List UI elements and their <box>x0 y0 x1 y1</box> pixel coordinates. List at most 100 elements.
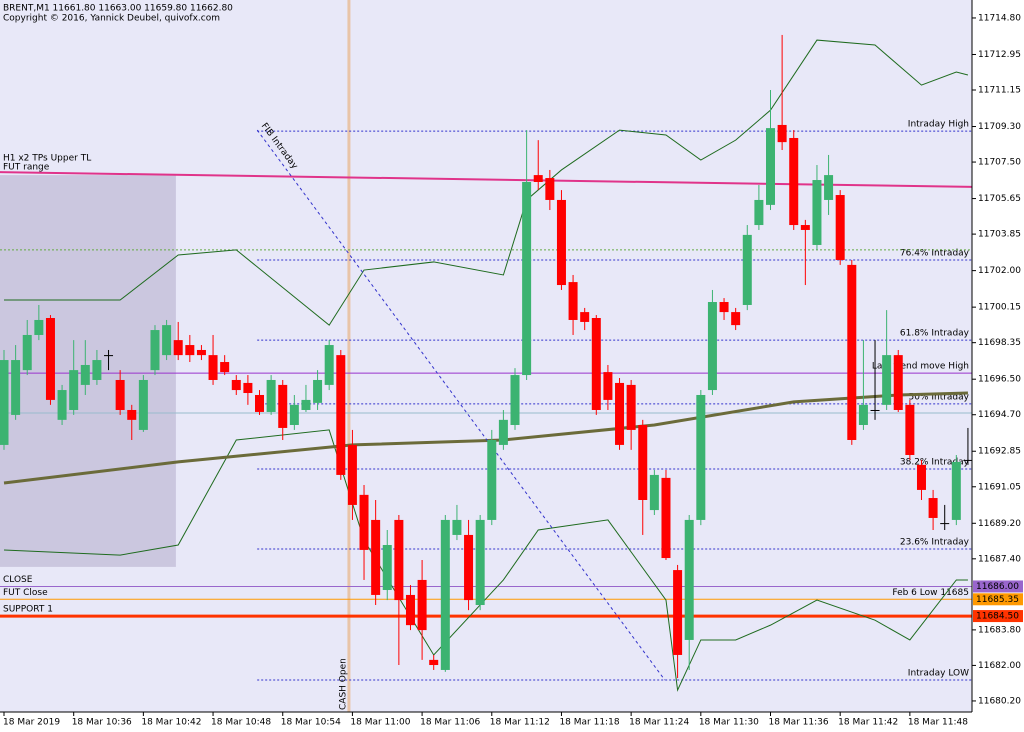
x-tick-label: 18 Mar 2019 <box>3 718 60 728</box>
y-tick-label: 11692.85 <box>978 447 1021 457</box>
y-tick-label: 11682.00 <box>978 661 1021 671</box>
candle-body <box>278 384 288 428</box>
candle-body <box>313 379 323 403</box>
candle-body <box>382 545 392 591</box>
price-box <box>973 593 1023 606</box>
x-tick-label: 18 Mar 11:06 <box>420 718 480 728</box>
level-label: Last trend move High <box>872 362 969 372</box>
x-tick-label: 18 Mar 10:36 <box>72 718 132 728</box>
candle-body <box>963 459 973 461</box>
candle-body <box>185 345 195 356</box>
candle-body <box>266 379 276 412</box>
candle-body <box>591 318 601 410</box>
indicator-line <box>4 39 969 326</box>
indicator-line <box>3 429 968 692</box>
level-label: 61.8% Intraday <box>900 329 970 339</box>
price-box <box>973 610 1023 623</box>
candle-body <box>405 594 415 626</box>
plot-layer: FUT range CASH Open Intraday High 76.4% Int… <box>0 0 973 712</box>
candle-body <box>440 519 450 670</box>
candle-body <box>940 523 950 525</box>
indicator-line <box>3 391 968 485</box>
candle-body <box>858 404 868 425</box>
level-label: FUT Close <box>3 588 48 598</box>
candle-body <box>394 519 404 601</box>
candle-body <box>661 477 671 559</box>
y-tick-label: 11714.80 <box>978 13 1021 23</box>
y-tick-label: 11702.00 <box>978 266 1021 276</box>
level-label: 76.4% Intraday <box>900 248 970 258</box>
candle-body <box>417 579 427 631</box>
x-tick-label: 18 Mar 11:30 <box>699 718 759 728</box>
candle-body <box>80 364 90 385</box>
candle-body <box>603 372 613 400</box>
candle-body <box>196 349 206 356</box>
candle-body <box>92 360 102 380</box>
y-tick-label: 11687.40 <box>978 554 1021 564</box>
candle-body <box>893 355 903 410</box>
candle-body <box>545 178 555 200</box>
candle-body <box>34 319 44 335</box>
candle-body <box>173 340 183 356</box>
x-tick-label: 18 Mar 11:24 <box>629 718 689 728</box>
candle-body <box>289 404 299 425</box>
candle-body <box>138 379 148 430</box>
candle-body <box>57 390 67 420</box>
candle-body <box>22 334 32 371</box>
candle-body <box>104 355 114 357</box>
trendline-label: H1 x2 TPs Upper TL <box>3 154 91 164</box>
candle-body <box>835 195 845 260</box>
x-tick-label: 18 Mar 10:48 <box>211 718 271 728</box>
level-label: 38.2% Intraday <box>900 458 970 468</box>
candle-body <box>208 355 218 380</box>
candle-body <box>649 474 659 511</box>
candle-body <box>789 137 799 226</box>
y-tick-label: 11707.50 <box>978 158 1021 168</box>
y-tick-label: 11689.20 <box>978 519 1021 529</box>
x-tick-label: 18 Mar 10:42 <box>141 718 201 728</box>
zone-label: FUT range <box>3 163 50 173</box>
x-tick-label: 18 Mar 11:42 <box>838 718 898 728</box>
candle-body <box>626 384 636 430</box>
y-tick-label: 11691.05 <box>978 482 1021 492</box>
candle-body <box>464 534 474 601</box>
candle-body <box>824 175 834 200</box>
candle-body <box>731 312 741 326</box>
y-tick-label: 11700.15 <box>978 303 1021 313</box>
price-box-label: 11685.35 <box>976 595 1019 605</box>
x-tick-label: 18 Mar 11:48 <box>908 718 968 728</box>
y-tick-label: 11694.70 <box>978 410 1021 420</box>
candle-body <box>301 399 311 410</box>
candle-body <box>11 360 21 415</box>
price-box-label: 11684.50 <box>976 612 1019 622</box>
y-tick-label: 11709.30 <box>978 122 1021 132</box>
candle-body <box>150 330 160 371</box>
candle-body <box>510 375 520 425</box>
candle-body <box>69 370 79 410</box>
trendline <box>0 171 973 188</box>
candle-body <box>371 519 381 595</box>
y-tick-label: 11698.35 <box>978 338 1021 348</box>
candle-body <box>800 225 810 230</box>
candle-body <box>324 345 334 385</box>
candle-body <box>951 461 961 520</box>
x-tick-label: 18 Mar 11:00 <box>350 718 410 728</box>
candle-body <box>475 519 485 606</box>
candle-body <box>766 128 776 205</box>
candle-body <box>533 175 543 182</box>
y-tick-label: 11683.80 <box>978 625 1021 635</box>
x-tick-label: 18 Mar 11:36 <box>769 718 829 728</box>
candle-body <box>905 404 915 455</box>
candle-body <box>696 394 706 520</box>
candle-body <box>882 355 892 405</box>
candle-body <box>429 659 439 666</box>
y-tick-label: 11711.15 <box>978 86 1021 96</box>
candle-body <box>336 355 346 475</box>
candle-body <box>684 519 694 640</box>
candle-body <box>847 264 857 440</box>
candle-body <box>359 494 369 550</box>
y-tick-label: 11703.85 <box>978 230 1021 240</box>
candle-body <box>742 234 752 305</box>
